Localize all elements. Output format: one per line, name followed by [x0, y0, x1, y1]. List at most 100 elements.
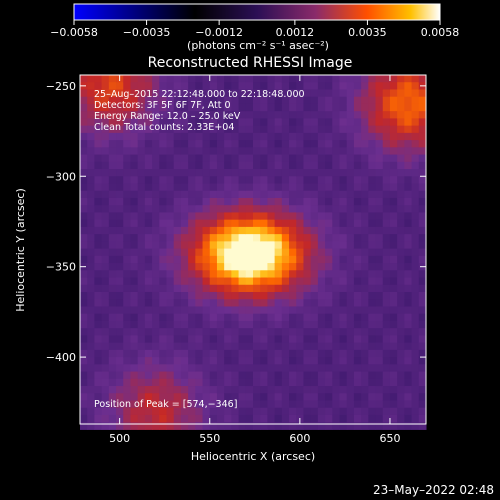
heatmap-cell: [108, 176, 117, 184]
heatmap-cell: [224, 263, 232, 271]
heatmap-cell: [267, 183, 276, 192]
heatmap-cell: [303, 291, 312, 300]
heatmap-cell: [260, 277, 268, 286]
heatmap-cell: [245, 371, 254, 380]
heatmap-cell: [80, 219, 88, 228]
heatmap-cell: [289, 364, 297, 373]
heatmap-cell: [397, 284, 405, 293]
heatmap-cell: [289, 248, 297, 257]
heatmap-cell: [368, 371, 377, 380]
heatmap-cell: [411, 414, 420, 423]
heatmap-cell: [397, 277, 405, 286]
heatmap-cell: [180, 197, 189, 206]
heatmap-cell: [346, 407, 355, 416]
heatmap-cell: [209, 414, 218, 423]
heatmap-cell: [166, 234, 175, 242]
heatmap-cell: [260, 371, 268, 380]
heatmap-cell: [325, 414, 333, 423]
heatmap-cell: [224, 386, 232, 394]
heatmap-cell: [101, 197, 110, 206]
heatmap-cell: [108, 219, 117, 228]
heatmap-cell: [382, 299, 391, 307]
heatmap-cell: [361, 386, 369, 394]
heatmap-cell: [202, 226, 211, 235]
heatmap-cell: [231, 270, 240, 279]
heatmap-cell: [418, 96, 427, 105]
heatmap-cell: [361, 248, 369, 257]
heatmap-cell: [224, 364, 232, 373]
heatmap-cell: [101, 234, 110, 242]
heatmap-cell: [274, 328, 283, 336]
heatmap-cell: [325, 364, 333, 373]
heatmap-cell: [144, 328, 153, 336]
heatmap-cell: [216, 357, 225, 365]
heatmap-cell: [281, 176, 290, 184]
heatmap-cell: [411, 393, 420, 401]
heatmap-cell: [289, 342, 297, 351]
heatmap-cell: [209, 342, 218, 351]
heatmap-cell: [303, 183, 312, 192]
heatmap-cell: [353, 248, 362, 257]
heatmap-cell: [274, 393, 283, 401]
heatmap-cell: [332, 263, 340, 271]
heatmap-cell: [87, 248, 95, 257]
heatmap-cell: [130, 277, 139, 286]
heatmap-cell: [108, 313, 117, 322]
heatmap-cell: [116, 422, 124, 430]
heatmap-cell: [397, 378, 405, 387]
heatmap-cell: [346, 320, 355, 329]
heatmap-cell: [253, 82, 261, 90]
heatmap-cell: [274, 161, 283, 170]
heatmap-cell: [195, 118, 204, 127]
heatmap-cell: [144, 248, 153, 257]
heatmap-cell: [224, 313, 232, 322]
heatmap-cell: [209, 371, 218, 380]
heatmap-cell: [238, 161, 247, 170]
heatmap-cell: [180, 291, 189, 300]
heatmap-cell: [389, 263, 398, 271]
heatmap-cell: [231, 212, 240, 221]
heatmap-cell: [382, 183, 391, 192]
heatmap-cell: [108, 349, 117, 358]
heatmap-cell: [404, 103, 413, 112]
heatmap-cell: [209, 161, 218, 170]
heatmap-cell: [303, 414, 312, 423]
heatmap-cell: [101, 270, 110, 279]
heatmap-cell: [116, 125, 124, 134]
heatmap-cell: [303, 306, 312, 315]
heatmap-cell: [94, 140, 103, 148]
heatmap-cell: [332, 400, 340, 409]
heatmap-cell: [260, 226, 268, 235]
heatmap-cell: [101, 219, 110, 228]
heatmap-cell: [339, 422, 348, 430]
heatmap-cell: [224, 226, 232, 235]
heatmap-cell: [289, 291, 297, 300]
heatmap-cell: [130, 263, 139, 271]
heatmap-cell: [173, 291, 182, 300]
heatmap-cell: [411, 226, 420, 235]
heatmap-cell: [87, 313, 95, 322]
heatmap-cell: [303, 89, 312, 98]
heatmap-cell: [144, 263, 153, 271]
heatmap-cell: [325, 190, 333, 199]
heatmap-cell: [224, 241, 232, 250]
heatmap-cell: [101, 132, 110, 141]
heatmap-cell: [209, 132, 218, 141]
heatmap-cell: [303, 284, 312, 293]
heatmap-cell: [231, 313, 240, 322]
heatmap-cell: [274, 313, 283, 322]
heatmap-cell: [296, 219, 304, 228]
heatmap-cell: [332, 226, 340, 235]
heatmap-cell: [238, 118, 247, 127]
heatmap-cell: [116, 234, 124, 242]
heatmap-cell: [152, 234, 160, 242]
heatmap-cell: [303, 154, 312, 163]
heatmap-cell: [281, 284, 290, 293]
heatmap-cell: [353, 111, 362, 119]
heatmap-cell: [238, 234, 247, 242]
heatmap-cell: [382, 313, 391, 322]
heatmap-cell: [303, 378, 312, 387]
heatmap-cell: [325, 313, 333, 322]
heatmap-cell: [310, 205, 319, 213]
heatmap-cell: [339, 75, 348, 83]
